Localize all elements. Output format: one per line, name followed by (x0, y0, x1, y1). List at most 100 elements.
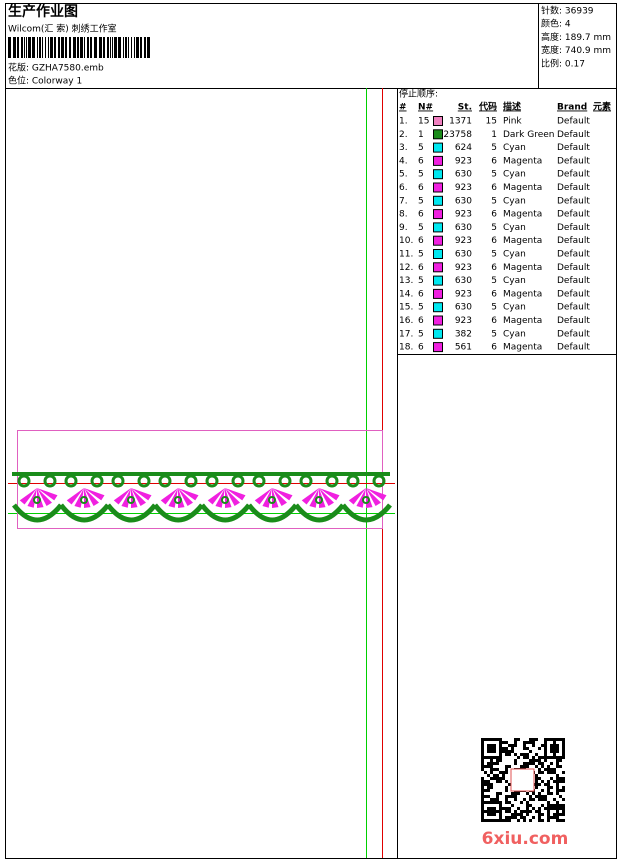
qr-cell (538, 747, 541, 750)
fan (207, 488, 225, 505)
qr-cell (532, 744, 535, 747)
color-swatch (433, 195, 443, 206)
ring (17, 474, 31, 488)
qr-cell (526, 765, 529, 768)
qr-cell (481, 816, 484, 819)
bar (140, 37, 142, 58)
qr-cell (502, 819, 505, 822)
qr-cell (541, 813, 544, 816)
qr-cell (499, 759, 502, 762)
cell: Cyan (503, 143, 526, 153)
cell: 923 (455, 316, 472, 326)
qr-cell (496, 801, 499, 804)
qr-cell (559, 759, 562, 762)
qr-cell (547, 816, 550, 819)
title: 生产作业图 (8, 3, 78, 20)
qr-cell (523, 741, 526, 744)
qr-cell (499, 738, 502, 741)
qr-cell (541, 765, 544, 768)
cell: Default (557, 223, 590, 233)
fan (348, 488, 366, 505)
qr-cell (544, 741, 547, 744)
fan (254, 488, 272, 505)
cell: 1 (491, 130, 497, 140)
qr-cell (535, 753, 538, 756)
qr-cell (499, 810, 502, 813)
color-swatch (433, 275, 443, 286)
qr-cell (532, 759, 535, 762)
qr-cell (514, 798, 517, 801)
bar (58, 37, 60, 58)
qr-cell (481, 804, 484, 807)
column-header: St. (458, 103, 472, 113)
bar (13, 37, 16, 58)
qr-cell (538, 816, 541, 819)
qr-cell (553, 780, 556, 783)
cell: 15 (486, 117, 497, 127)
cell: 4. (399, 156, 408, 166)
cell: Magenta (503, 289, 542, 299)
cell: 6 (418, 183, 424, 193)
qr-cell (499, 747, 502, 750)
ring (268, 496, 276, 504)
cell: 5 (418, 250, 424, 260)
qr-cell (499, 801, 502, 804)
scallop (200, 503, 251, 523)
ring (299, 474, 313, 488)
qr-cell (502, 777, 505, 780)
qr-cell (538, 771, 541, 774)
qr-cell (553, 750, 556, 753)
qr-cell (550, 777, 553, 780)
qr-cell (505, 750, 508, 753)
color-swatch (433, 169, 443, 180)
qr-cell (547, 783, 550, 786)
qr-cell (499, 804, 502, 807)
qr-cell (487, 744, 490, 747)
qr-cell (481, 801, 484, 804)
qr-cell (526, 756, 529, 759)
qr-cell (547, 810, 550, 813)
bar (39, 37, 41, 58)
bar (50, 37, 53, 58)
qr-cell (505, 741, 508, 744)
qr-cell (523, 819, 526, 822)
qr-cell (511, 750, 514, 753)
cell: Default (557, 170, 590, 180)
qr-cell (484, 801, 487, 804)
qr-cell (523, 747, 526, 750)
qr-cell (553, 753, 556, 756)
qr-cell (535, 738, 538, 741)
ring (205, 474, 219, 488)
fan (272, 488, 293, 501)
qr-cell (481, 807, 484, 810)
cell: 6 (491, 183, 497, 193)
qr-cell (523, 798, 526, 801)
qr-cell (541, 771, 544, 774)
qr-cell (547, 765, 550, 768)
watermark: 6xiu.com (482, 829, 569, 849)
qr-cell (562, 786, 565, 789)
qr-cell (490, 798, 493, 801)
ring (315, 496, 323, 504)
qr-cell (487, 813, 490, 816)
cell: 5 (418, 170, 424, 180)
qr-cell (520, 801, 523, 804)
cell: Default (557, 303, 590, 313)
qr-cell (499, 819, 502, 822)
qr-cell (544, 768, 547, 771)
qr-cell (556, 765, 559, 768)
qr-cell (505, 810, 508, 813)
cell: Default (557, 130, 590, 140)
ring (174, 496, 182, 504)
qr-cell (562, 819, 565, 822)
barcode (8, 37, 150, 58)
qr-cell (490, 819, 493, 822)
qr-cell (562, 771, 565, 774)
qr-cell (547, 756, 550, 759)
qr-cell (496, 768, 499, 771)
qr-cell (481, 738, 484, 741)
bar (37, 37, 38, 58)
color-swatch (433, 328, 443, 339)
fan (131, 488, 152, 501)
bar (65, 37, 67, 58)
